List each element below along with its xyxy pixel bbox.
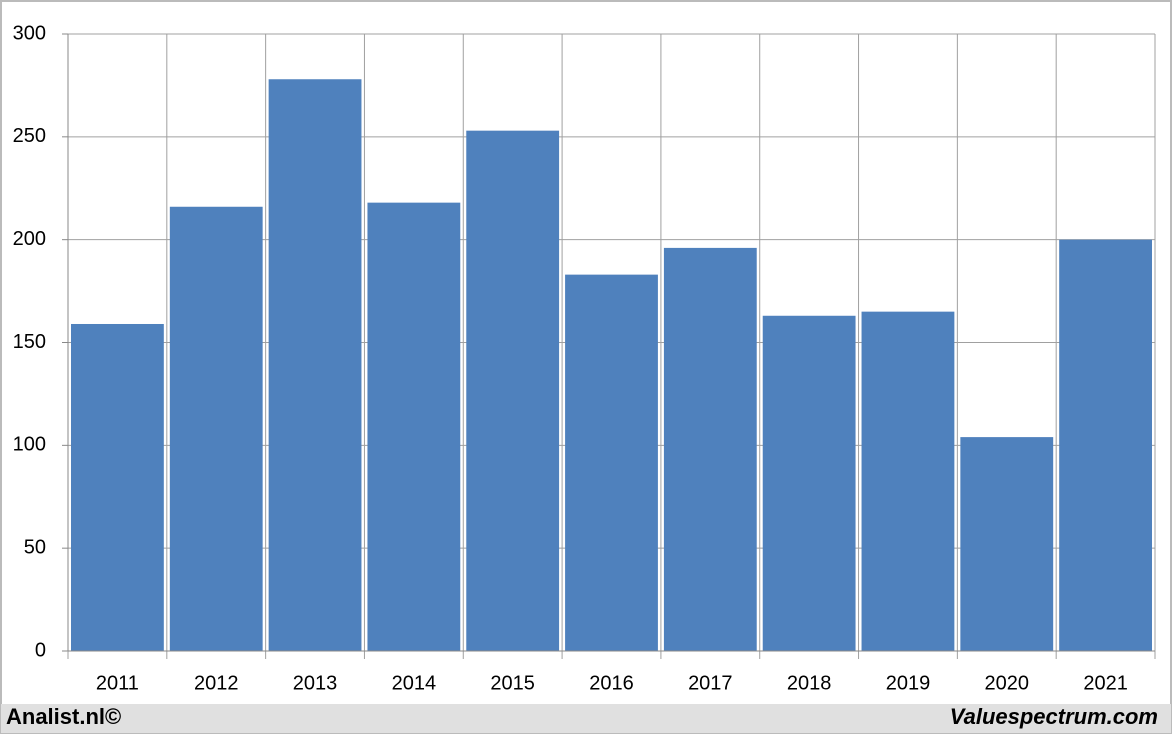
bar — [169, 206, 263, 651]
bar — [367, 202, 461, 651]
x-tick-label: 2019 — [886, 672, 931, 694]
x-tick-label: 2013 — [293, 672, 338, 694]
bar — [960, 437, 1054, 651]
bar — [71, 323, 164, 651]
y-tick-label: 250 — [13, 125, 46, 147]
bar — [565, 274, 658, 651]
y-tick-label: 300 — [13, 22, 46, 44]
footer-left: Analist.nl© — [6, 704, 121, 729]
x-tick-label: 2016 — [589, 672, 634, 694]
bar — [861, 311, 955, 651]
y-tick-label: 150 — [13, 331, 46, 353]
bar — [268, 79, 362, 652]
x-tick-label: 2017 — [688, 672, 733, 694]
footer-bar — [1, 704, 1171, 733]
bar — [663, 247, 757, 652]
x-tick-label: 2012 — [194, 672, 239, 694]
bar — [466, 130, 560, 651]
y-tick-label: 0 — [35, 639, 46, 661]
x-tick-label: 2020 — [985, 672, 1030, 694]
y-tick-label: 100 — [13, 434, 46, 456]
x-tick-label: 2018 — [787, 672, 832, 694]
x-tick-label: 2011 — [96, 672, 139, 694]
x-tick-label: 2014 — [392, 672, 437, 694]
footer-right: Valuespectrum.com — [950, 704, 1158, 729]
x-tick-label: 2015 — [490, 672, 535, 694]
x-tick-label: 2021 — [1083, 672, 1128, 694]
y-tick-label: 200 — [13, 228, 46, 250]
bar — [1059, 239, 1152, 651]
bar — [762, 315, 856, 651]
y-tick-label: 50 — [24, 536, 46, 558]
